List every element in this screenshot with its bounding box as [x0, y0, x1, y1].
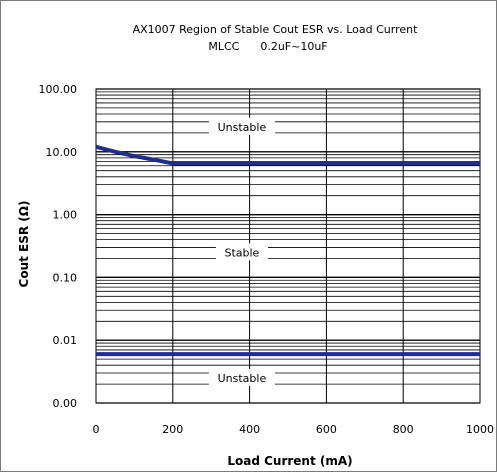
region-labels: Unstable Stable Unstable — [208, 117, 275, 387]
x-tick-label: 400 — [239, 423, 260, 436]
region-label-bg — [208, 117, 275, 135]
x-tick-label: 600 — [316, 423, 337, 436]
chart-title: AX1007 Region of Stable Cout ESR vs. Loa… — [133, 23, 419, 36]
y-tick-label: 1.00 — [53, 209, 78, 222]
y-tick-label: 0.01 — [53, 334, 78, 347]
region-label-2: Stable — [224, 246, 259, 259]
x-axis-title: Load Current (mA) — [227, 454, 352, 468]
x-tick-label: 0 — [93, 423, 100, 436]
boundary-line-1 — [95, 144, 480, 166]
region-label-1: Unstable — [218, 121, 267, 134]
x-tick-label: 200 — [162, 423, 183, 436]
y-tick-label: 0.00 — [53, 397, 78, 410]
y-axis-title: Cout ESR (Ω) — [17, 201, 31, 288]
y-tick-label: 10.00 — [46, 146, 78, 159]
y-tick-label: 0.10 — [53, 271, 78, 284]
region-label-bg — [208, 369, 275, 387]
series-layer — [95, 144, 480, 357]
x-tick-label: 800 — [393, 423, 414, 436]
region-label-bg — [215, 243, 268, 261]
chart-subtitle: MLCC 0.2uF~10uF — [208, 40, 327, 53]
y-tick-label: 100.00 — [39, 83, 78, 96]
tick-labels: 0.00 0.01 0.10 1.00 10.00 100.00 0 200 400 600 800… — [39, 83, 495, 436]
x-tick-label: 1000 — [466, 423, 494, 436]
region-label-3: Unstable — [218, 372, 267, 385]
